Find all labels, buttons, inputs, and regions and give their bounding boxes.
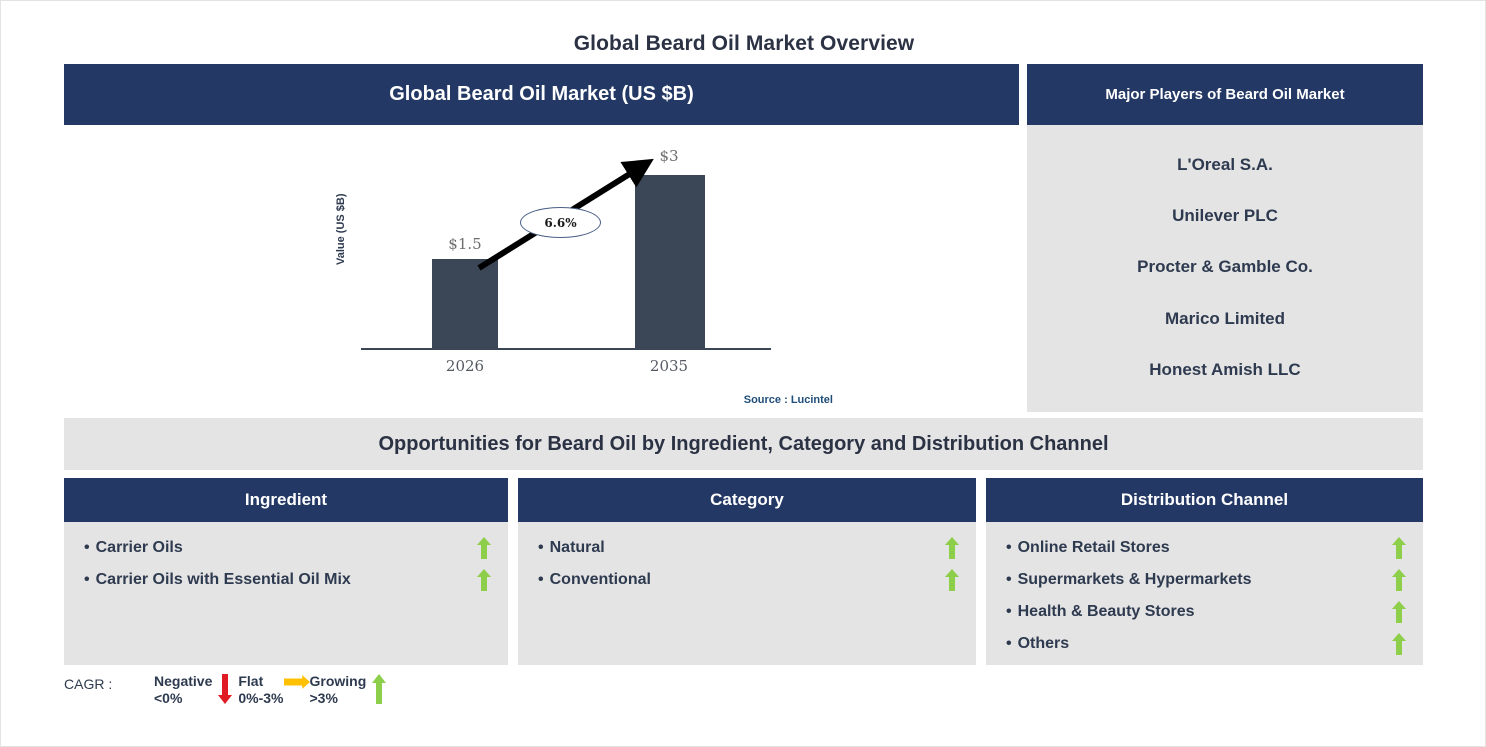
bullet-icon: • <box>538 571 544 588</box>
cagr-legend-growing-text: Growing >3% <box>310 673 367 707</box>
bullet-icon: • <box>538 539 544 556</box>
opportunity-column-category: Category • Natural • Conventional <box>518 478 976 665</box>
trend-up-arrow-icon <box>942 537 962 559</box>
chart-bar-2026 <box>432 259 498 348</box>
opportunity-label-text: Others <box>1017 635 1070 652</box>
bullet-icon: • <box>1006 571 1012 588</box>
opportunity-column-header: Distribution Channel <box>986 478 1423 522</box>
trend-up-arrow-icon <box>1389 633 1409 655</box>
cagr-legend: CAGR : Negative <0% Flat 0%-3% Growing >… <box>64 673 484 723</box>
opportunity-label-text: Natural <box>549 539 605 556</box>
cagr-legend-entry-negative: Negative <0% <box>154 673 238 707</box>
cagr-legend-growing-range: >3% <box>309 690 338 706</box>
opportunity-column-header: Ingredient <box>64 478 508 522</box>
right-arrow-icon <box>283 673 310 690</box>
cagr-legend-title: CAGR : <box>64 676 113 692</box>
bullet-icon: • <box>1006 539 1012 556</box>
major-players-list: L'Oreal S.A. Unilever PLC Procter & Gamb… <box>1027 125 1423 412</box>
chart-card-header: Global Beard Oil Market (US $B) <box>64 64 1019 125</box>
opportunity-label: • Carrier Oils with Essential Oil Mix <box>84 571 474 589</box>
major-players-header: Major Players of Beard Oil Market <box>1027 64 1423 125</box>
opportunity-label: • Conventional <box>538 571 942 589</box>
opportunities-banner: Opportunities for Beard Oil by Ingredien… <box>64 418 1423 470</box>
opportunity-label: • Supermarkets & Hypermarkets <box>1006 571 1389 589</box>
cagr-legend-growing-name: Growing <box>309 673 367 689</box>
trend-up-arrow-icon <box>1389 569 1409 591</box>
opportunity-column-distribution-channel: Distribution Channel • Online Retail Stor… <box>986 478 1423 665</box>
opportunity-label: • Online Retail Stores <box>1006 539 1389 557</box>
opportunity-column-header: Category <box>518 478 976 522</box>
list-item: • Carrier Oils <box>64 532 508 564</box>
trend-up-arrow-icon <box>1389 601 1409 623</box>
page-title: Global Beard Oil Market Overview <box>573 32 915 55</box>
opportunity-label-text: Supermarkets & Hypermarkets <box>1017 571 1252 588</box>
trend-up-arrow-icon <box>474 537 494 559</box>
list-item: • Carrier Oils with Essential Oil Mix <box>64 564 508 596</box>
chart-y-axis-label: Value (US $B) <box>335 193 347 265</box>
down-arrow-icon <box>212 673 238 704</box>
opportunity-label-text: Carrier Oils <box>95 539 183 556</box>
cagr-legend-entry-flat: Flat 0%-3% <box>238 673 310 707</box>
cagr-legend-negative-name: Negative <box>154 673 213 689</box>
trend-up-arrow-icon <box>942 569 962 591</box>
chart-plot-area <box>64 125 1019 412</box>
opportunity-label: • Health & Beauty Stores <box>1006 603 1389 621</box>
list-item: Marico Limited <box>1165 308 1285 328</box>
bullet-icon: • <box>1006 635 1012 652</box>
cagr-legend-flat-range: 0%-3% <box>238 690 284 706</box>
trend-up-arrow-icon <box>1389 537 1409 559</box>
list-item: Procter & Gamble Co. <box>1137 257 1313 277</box>
chart-x-axis-line <box>361 348 771 350</box>
opportunity-label: • Others <box>1006 635 1389 653</box>
opportunity-label-text: Conventional <box>549 571 651 588</box>
cagr-legend-flat-name: Flat <box>238 673 264 689</box>
opportunity-column-ingredient: Ingredient • Carrier Oils • Carrier Oils w… <box>64 478 508 665</box>
opportunities-columns: Ingredient • Carrier Oils • Carrier Oils w… <box>64 478 1423 665</box>
trend-up-arrow-icon <box>474 569 494 591</box>
market-chart-card: Global Beard Oil Market (US $B) <box>64 64 1019 412</box>
list-item: • Conventional <box>518 564 976 596</box>
opportunity-column-body: • Natural • Conventional <box>518 522 976 665</box>
list-item: L'Oreal S.A. <box>1177 154 1273 174</box>
opportunity-label: • Natural <box>538 539 942 557</box>
chart-x-tick-2026: 2026 <box>445 357 485 375</box>
chart-bar-2035 <box>635 175 705 348</box>
chart-cagr-bubble: 6.6% <box>520 207 601 238</box>
bullet-icon: • <box>84 539 90 556</box>
list-item: Honest Amish LLC <box>1149 360 1301 380</box>
bullet-icon: • <box>84 571 90 588</box>
cagr-legend-entry-growing: Growing >3% <box>310 673 393 707</box>
chart-source-note: Source : Lucintel <box>743 394 833 406</box>
opportunity-label-text: Health & Beauty Stores <box>1017 603 1195 620</box>
major-players-card: Major Players of Beard Oil Market L'Orea… <box>1027 64 1423 412</box>
up-arrow-icon <box>366 673 392 704</box>
list-item: • Supermarkets & Hypermarkets <box>986 564 1423 596</box>
chart-bar-value-2026: $1.5 <box>448 235 482 253</box>
list-item: • Online Retail Stores <box>986 532 1423 564</box>
bullet-icon: • <box>1006 603 1012 620</box>
list-item: Unilever PLC <box>1172 206 1278 226</box>
chart-bar-value-2035: $3 <box>659 147 679 165</box>
opportunity-label: • Carrier Oils <box>84 539 474 557</box>
chart-x-tick-2035: 2035 <box>649 357 689 375</box>
cagr-legend-negative-text: Negative <0% <box>154 673 212 707</box>
opportunity-column-body: • Carrier Oils • Carrier Oils with Essenti… <box>64 522 508 665</box>
cagr-legend-flat-text: Flat 0%-3% <box>238 673 283 707</box>
list-item: • Others <box>986 628 1423 660</box>
opportunity-label-text: Online Retail Stores <box>1017 539 1170 556</box>
list-item: • Natural <box>518 532 976 564</box>
opportunity-label-text: Carrier Oils with Essential Oil Mix <box>95 571 351 588</box>
opportunity-column-body: • Online Retail Stores • Supermarkets & Hy… <box>986 522 1423 665</box>
list-item: • Health & Beauty Stores <box>986 596 1423 628</box>
cagr-legend-negative-range: <0% <box>154 690 183 706</box>
